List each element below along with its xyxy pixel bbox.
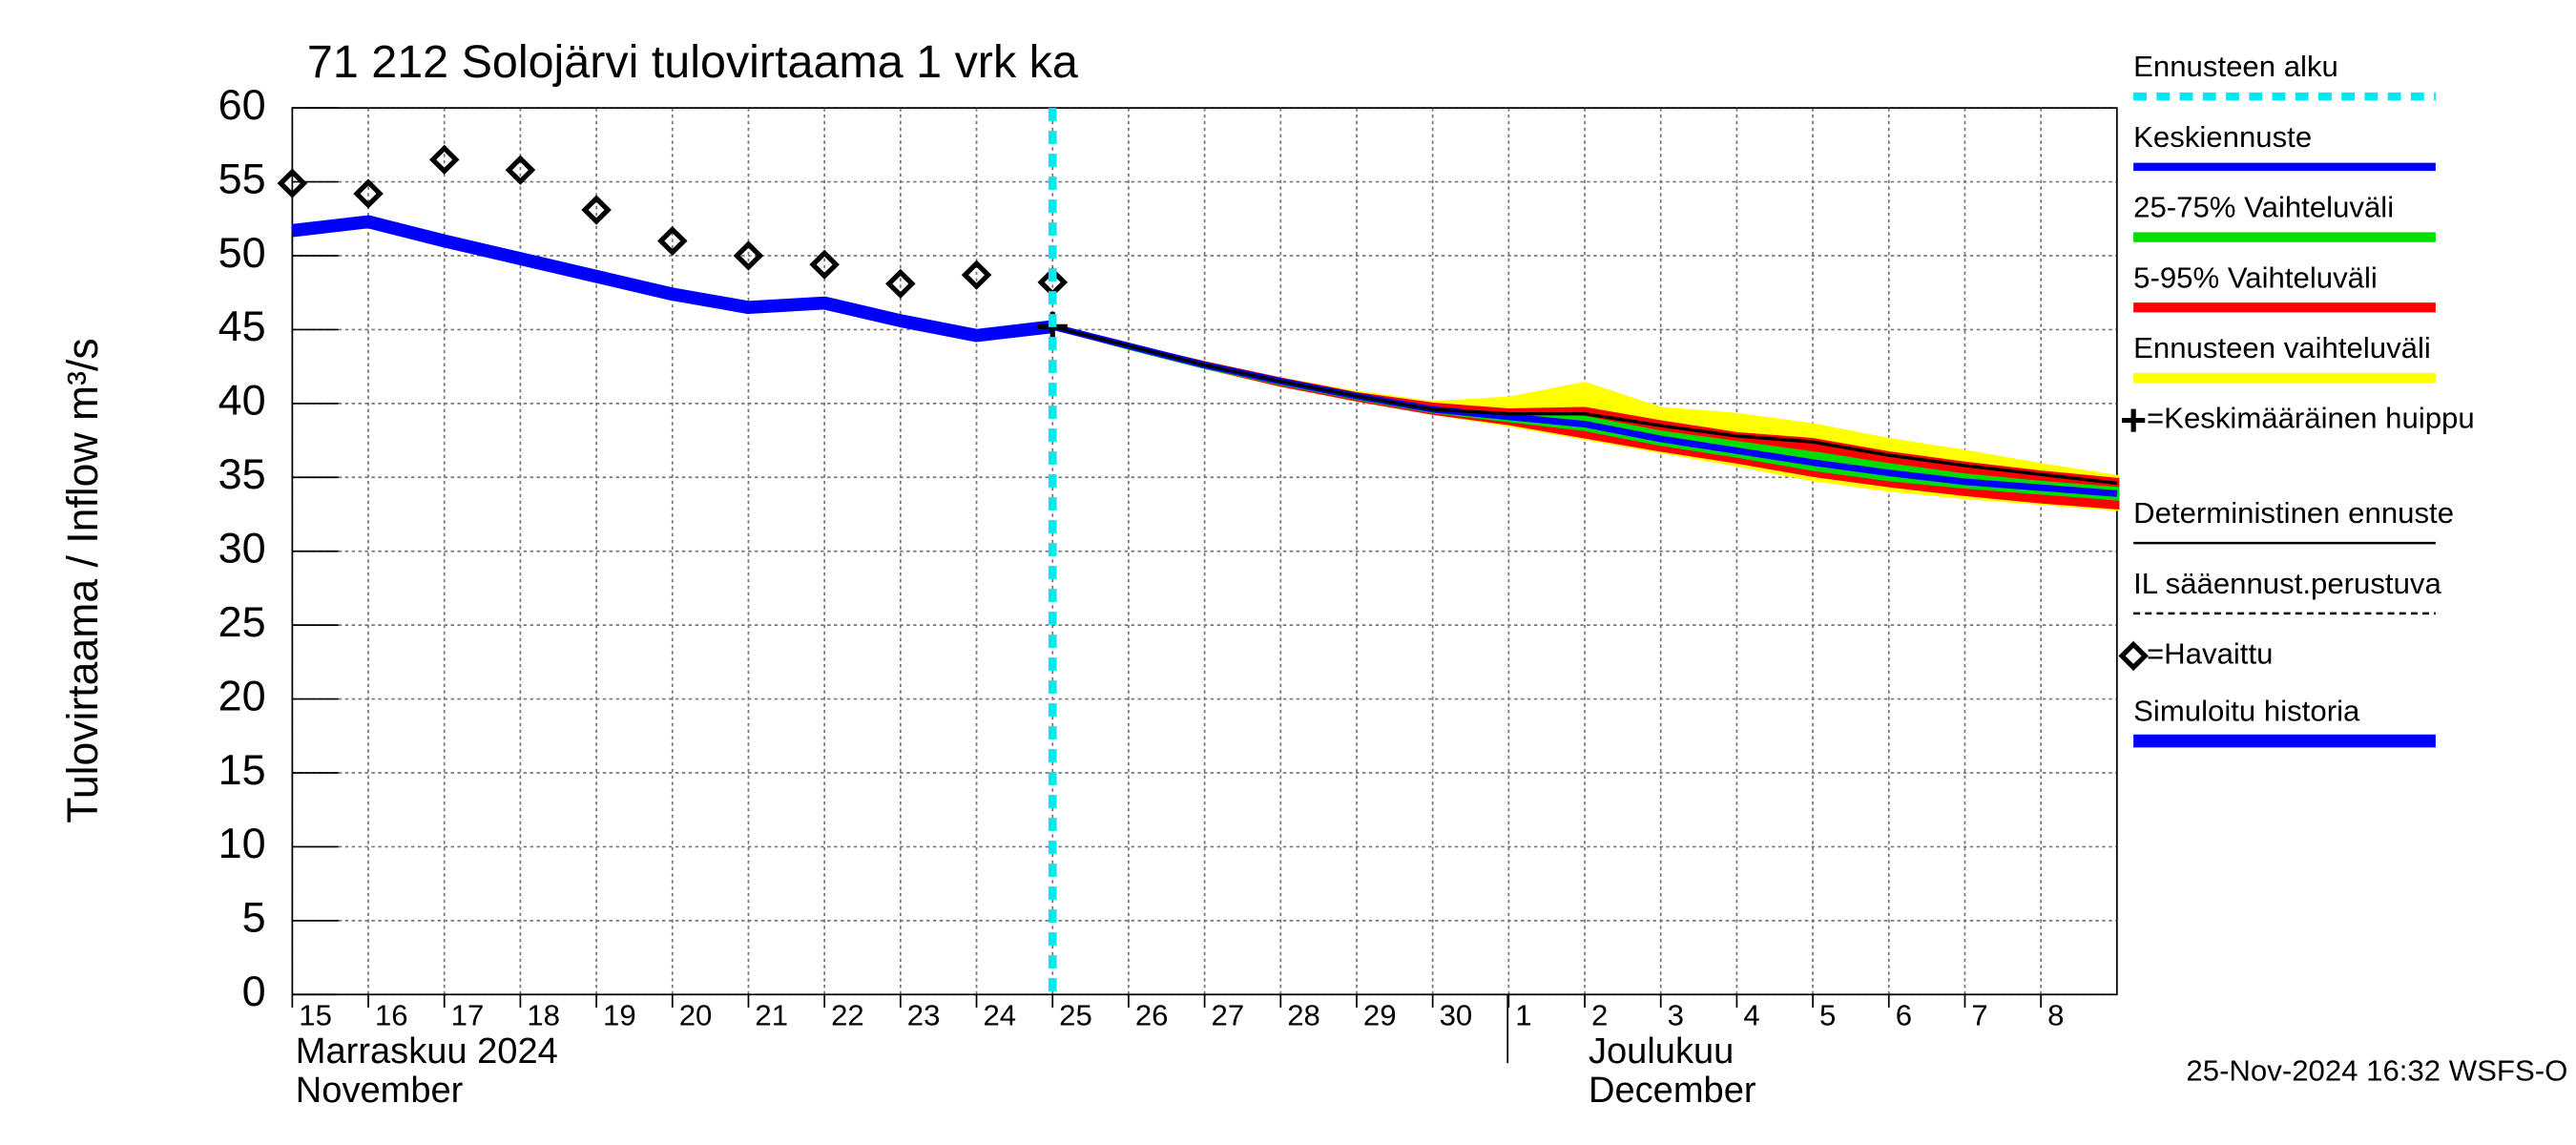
- line: [1051, 324, 2118, 486]
- legend-label: Keskiennuste: [2133, 120, 2312, 154]
- legend-item: 25-75% Vaihteluväli: [2133, 191, 2436, 242]
- marker: [505, 155, 536, 185]
- legend-label: 5-95% Vaihteluväli: [2133, 260, 2378, 294]
- x-tick-label: 15: [299, 999, 332, 1032]
- marker: [353, 178, 384, 209]
- legend-label: 25-75% Vaihteluväli: [2133, 191, 2394, 224]
- marker: [656, 225, 688, 257]
- x-tick-label: 20: [679, 999, 713, 1032]
- chart-title: 71 212 Solojärvi tulovirtaama 1 vrk ka: [307, 36, 1078, 88]
- marker: [885, 268, 916, 300]
- x-tick-label: 3: [1668, 999, 1684, 1032]
- y-tick-label: 55: [218, 156, 266, 203]
- x-tick-label: 8: [2047, 999, 2064, 1032]
- x-tick-label: 18: [527, 999, 560, 1032]
- y-tick-label: 15: [218, 746, 266, 794]
- legend-item: =Havaittu: [2118, 637, 2273, 672]
- marker: [428, 144, 460, 175]
- legend-item: Simuloitu historia: [2133, 695, 2436, 748]
- x-tick-label: 4: [1743, 999, 1759, 1032]
- legend-item: Deterministinen ennuste: [2133, 496, 2454, 545]
- x-tick-label: 30: [1440, 999, 1473, 1032]
- y-tick-label: 20: [218, 673, 266, 720]
- legend-item: IL sääennust.perustuva: [2133, 567, 2442, 615]
- x-tick-label: 24: [983, 999, 1016, 1032]
- legend-item: 5-95% Vaihteluväli: [2133, 260, 2436, 313]
- marker: [733, 240, 764, 271]
- legend-label: Deterministinen ennuste: [2133, 496, 2454, 530]
- marker: [961, 260, 992, 290]
- x-tick-label: 23: [907, 999, 941, 1032]
- plot-frame: [291, 107, 2118, 996]
- legend-label: Simuloitu historia: [2133, 695, 2360, 728]
- month-label: Joulukuu: [1589, 1031, 1734, 1072]
- y-tick-label: 40: [218, 377, 266, 425]
- marker: [277, 168, 308, 198]
- x-tick-label: 28: [1287, 999, 1320, 1032]
- x-tick-label: 22: [831, 999, 864, 1032]
- y-tick-label: 10: [218, 820, 266, 867]
- legend-item: Ennusteen vaihteluväli: [2133, 331, 2436, 384]
- x-tick-label: 25: [1059, 999, 1092, 1032]
- x-tick-label: 17: [451, 999, 485, 1032]
- legend-label: Ennusteen alku: [2133, 50, 2338, 83]
- y-tick-label: 60: [218, 81, 266, 129]
- x-tick-label: 21: [755, 999, 788, 1032]
- x-tick-label: 27: [1212, 999, 1245, 1032]
- legend-label: =Havaittu: [2147, 637, 2273, 671]
- legend-item: =Keskimääräinen huippu: [2122, 402, 2475, 435]
- legend-label: Ennusteen vaihteluväli: [2133, 331, 2431, 364]
- x-tick-label: 7: [1971, 999, 1987, 1032]
- x-tick-label: 6: [1896, 999, 1912, 1032]
- legend-icon: [2118, 640, 2149, 672]
- y-tick-label: 0: [242, 968, 266, 1015]
- legend-label: =Keskimääräinen huippu: [2147, 402, 2475, 435]
- line: [291, 215, 1054, 343]
- legend-icon: [2122, 408, 2146, 432]
- y-tick-label: 25: [218, 598, 266, 646]
- x-tick-label: 16: [375, 999, 408, 1032]
- y-axis-label: Tulovirtaama / Inflow m³/s: [59, 338, 107, 822]
- x-tick-label: 5: [1819, 999, 1836, 1032]
- legend-item: Ennusteen alku: [2133, 50, 2436, 101]
- x-tick-label: 26: [1135, 999, 1169, 1032]
- marker: [809, 249, 840, 280]
- y-tick-label: 35: [218, 450, 266, 498]
- legend-item: Keskiennuste: [2133, 120, 2436, 172]
- y-tick-label: 5: [242, 894, 266, 942]
- x-tick-label: 19: [603, 999, 636, 1032]
- footer: 25-Nov-2024 16:32 WSFS-O: [2186, 1054, 2567, 1088]
- legend-label: IL sääennust.perustuva: [2133, 567, 2441, 600]
- month-label: Marraskuu 2024: [296, 1031, 558, 1072]
- y-tick-label: 50: [218, 229, 266, 277]
- y-tick-label: 45: [218, 302, 266, 350]
- x-tick-label: 2: [1591, 999, 1608, 1032]
- x-tick-label: 1: [1515, 999, 1531, 1032]
- month-label: December: [1589, 1071, 1756, 1111]
- marker: [581, 195, 612, 225]
- x-tick-label: 29: [1363, 999, 1397, 1032]
- y-tick-label: 30: [218, 525, 266, 572]
- month-label: November: [296, 1071, 464, 1111]
